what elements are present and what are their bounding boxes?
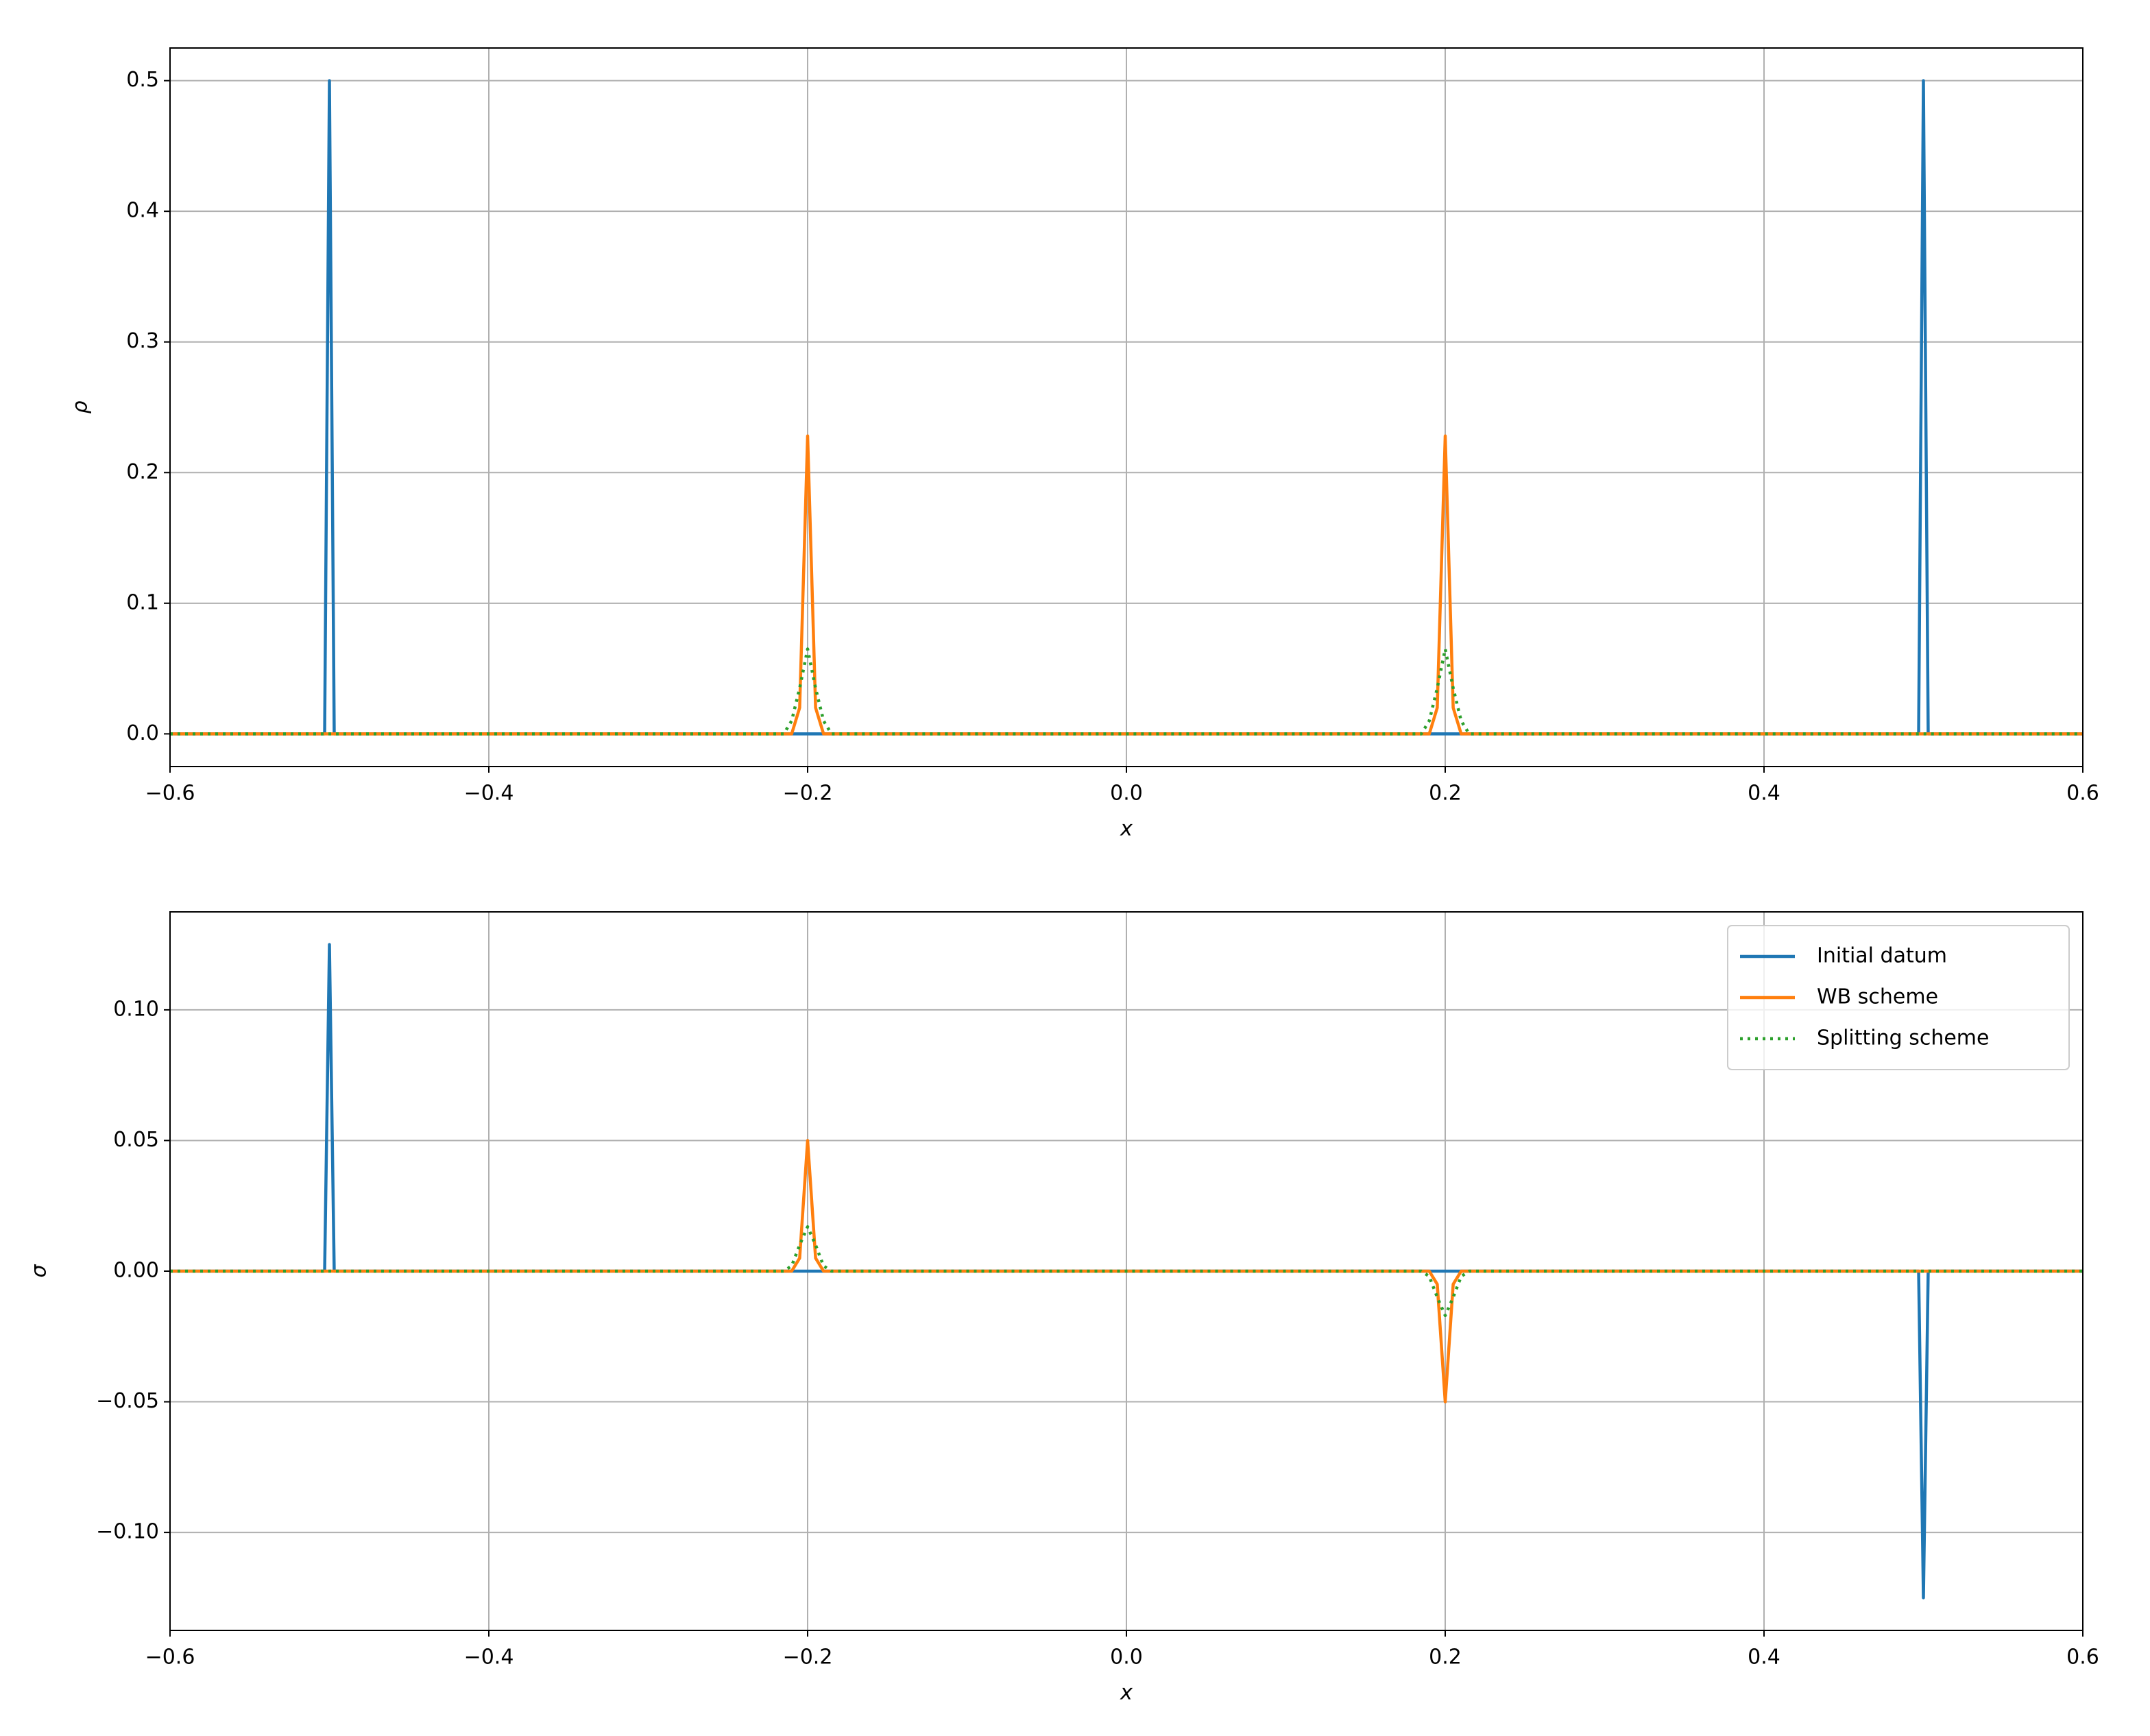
x-tick-label: 0.6 — [2066, 1645, 2099, 1669]
y-tick-label: 0.0 — [126, 721, 159, 745]
y-tick-label: 0.1 — [126, 590, 159, 614]
y-tick-label: 0.4 — [126, 199, 159, 223]
x-tick-label: −0.2 — [783, 782, 833, 806]
y-tick-label: 0.00 — [113, 1259, 159, 1283]
x-tick-label: 0.2 — [1429, 782, 1462, 806]
x-tick-label: −0.6 — [145, 782, 195, 806]
x-tick-label: 0.6 — [2066, 782, 2099, 806]
y-tick-label: −0.10 — [96, 1520, 159, 1544]
x-tick-label: 0.4 — [1748, 782, 1780, 806]
y-tick-label: 0.5 — [126, 68, 159, 92]
legend-label: Splitting scheme — [1817, 1026, 1989, 1050]
y-axis-label: σ — [27, 1264, 51, 1278]
x-axis-label: x — [1120, 817, 1133, 841]
y-tick-label: 0.2 — [126, 460, 159, 484]
x-tick-label: −0.2 — [783, 1645, 833, 1669]
x-tick-label: −0.4 — [464, 782, 514, 806]
y-tick-label: 0.10 — [113, 997, 159, 1021]
legend-label: WB scheme — [1817, 985, 1938, 1009]
y-tick-label: 0.05 — [113, 1128, 159, 1152]
x-axis-label: x — [1120, 1681, 1133, 1705]
line-series — [170, 647, 2083, 736]
axes-frame — [169, 47, 2083, 767]
legend-label: Initial datum — [1817, 944, 1947, 968]
y-tick-label: 0.3 — [126, 329, 159, 353]
x-tick-label: 0.0 — [1110, 782, 1143, 806]
legend-box — [1727, 925, 2070, 1070]
x-tick-label: 0.2 — [1429, 1645, 1462, 1669]
y-axis-label: ρ — [69, 400, 93, 413]
x-tick-label: 0.0 — [1110, 1645, 1143, 1669]
y-tick-label: −0.05 — [96, 1389, 159, 1413]
x-tick-label: −0.6 — [145, 1645, 195, 1669]
x-tick-label: −0.4 — [464, 1645, 514, 1669]
x-tick-label: 0.4 — [1748, 1645, 1780, 1669]
line-series — [170, 1225, 2083, 1318]
axes-frame — [169, 911, 2083, 1631]
